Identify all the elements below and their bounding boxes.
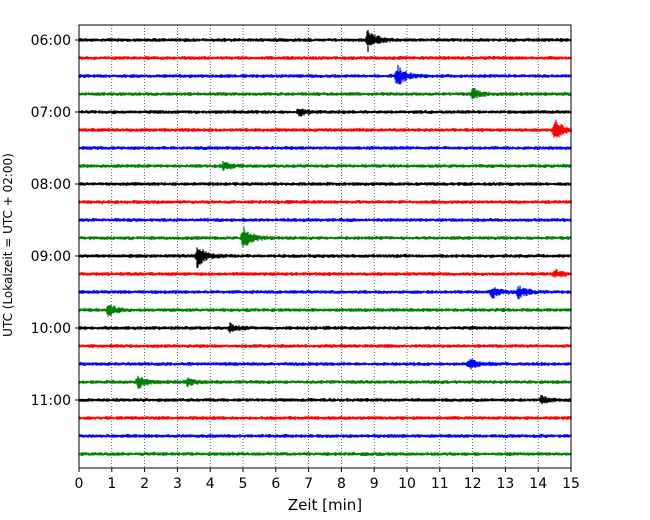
x-tick-label: 6 <box>271 476 280 492</box>
y-tick-label: 11:00 <box>31 393 71 409</box>
trace-line <box>78 119 572 138</box>
vertical-grid <box>111 25 539 468</box>
trace-line <box>78 87 572 100</box>
trace-line <box>78 199 572 205</box>
x-tick-label: 1 <box>107 476 116 492</box>
trace-line <box>78 160 572 171</box>
trace-line <box>78 415 572 421</box>
y-tick-label: 09:00 <box>31 249 71 265</box>
y-tick-label: 07:00 <box>31 105 71 121</box>
x-tick-label: 7 <box>304 476 313 492</box>
x-tick-label: 14 <box>529 476 547 492</box>
x-tick-label: 0 <box>75 476 84 492</box>
trace-line <box>78 343 572 349</box>
x-tick-label: 3 <box>173 476 182 492</box>
trace-line <box>78 30 572 52</box>
trace-line <box>78 108 572 117</box>
x-tick-label: 9 <box>370 476 379 492</box>
x-tick-label: 2 <box>140 476 149 492</box>
x-tick-label: 8 <box>337 476 346 492</box>
y-tick-label: 06:00 <box>31 33 71 49</box>
y-axis-label: UTC (Lokalzeit = UTC + 02:00) <box>1 153 15 337</box>
x-tick-label: 10 <box>398 476 416 492</box>
x-tick-label: 11 <box>431 476 449 492</box>
x-tick-label: 4 <box>206 476 215 492</box>
y-axis-ticks: 06:00 07:00 08:00 09:00 10:00 11:00 <box>31 33 79 409</box>
trace-line <box>78 358 572 370</box>
trace-line <box>78 65 572 85</box>
x-tick-label: 15 <box>562 476 580 492</box>
x-tick-label: 12 <box>464 476 482 492</box>
trace-line <box>78 375 572 389</box>
trace-line <box>78 55 572 61</box>
trace-line <box>78 433 572 439</box>
x-axis-label: Zeit [min] <box>288 496 362 514</box>
x-tick-label: 5 <box>239 476 248 492</box>
trace-line <box>78 145 572 151</box>
trace-line <box>78 395 572 405</box>
trace-line <box>78 217 572 223</box>
trace-line <box>78 247 572 269</box>
plot-frame <box>78 24 572 469</box>
trace-line <box>78 268 572 278</box>
trace-line <box>78 451 572 457</box>
trace-line <box>78 304 572 317</box>
trace-line <box>78 227 572 248</box>
y-tick-label: 10:00 <box>31 321 71 337</box>
x-tick-label: 13 <box>496 476 514 492</box>
trace-rows <box>78 30 572 457</box>
trace-line <box>78 285 572 300</box>
trace-line <box>78 181 572 187</box>
y-tick-label: 08:00 <box>31 177 71 193</box>
x-axis-ticks: 0 1 2 3 4 5 6 7 8 9 10 11 12 13 14 15 <box>75 468 580 492</box>
trace-line <box>78 322 572 334</box>
